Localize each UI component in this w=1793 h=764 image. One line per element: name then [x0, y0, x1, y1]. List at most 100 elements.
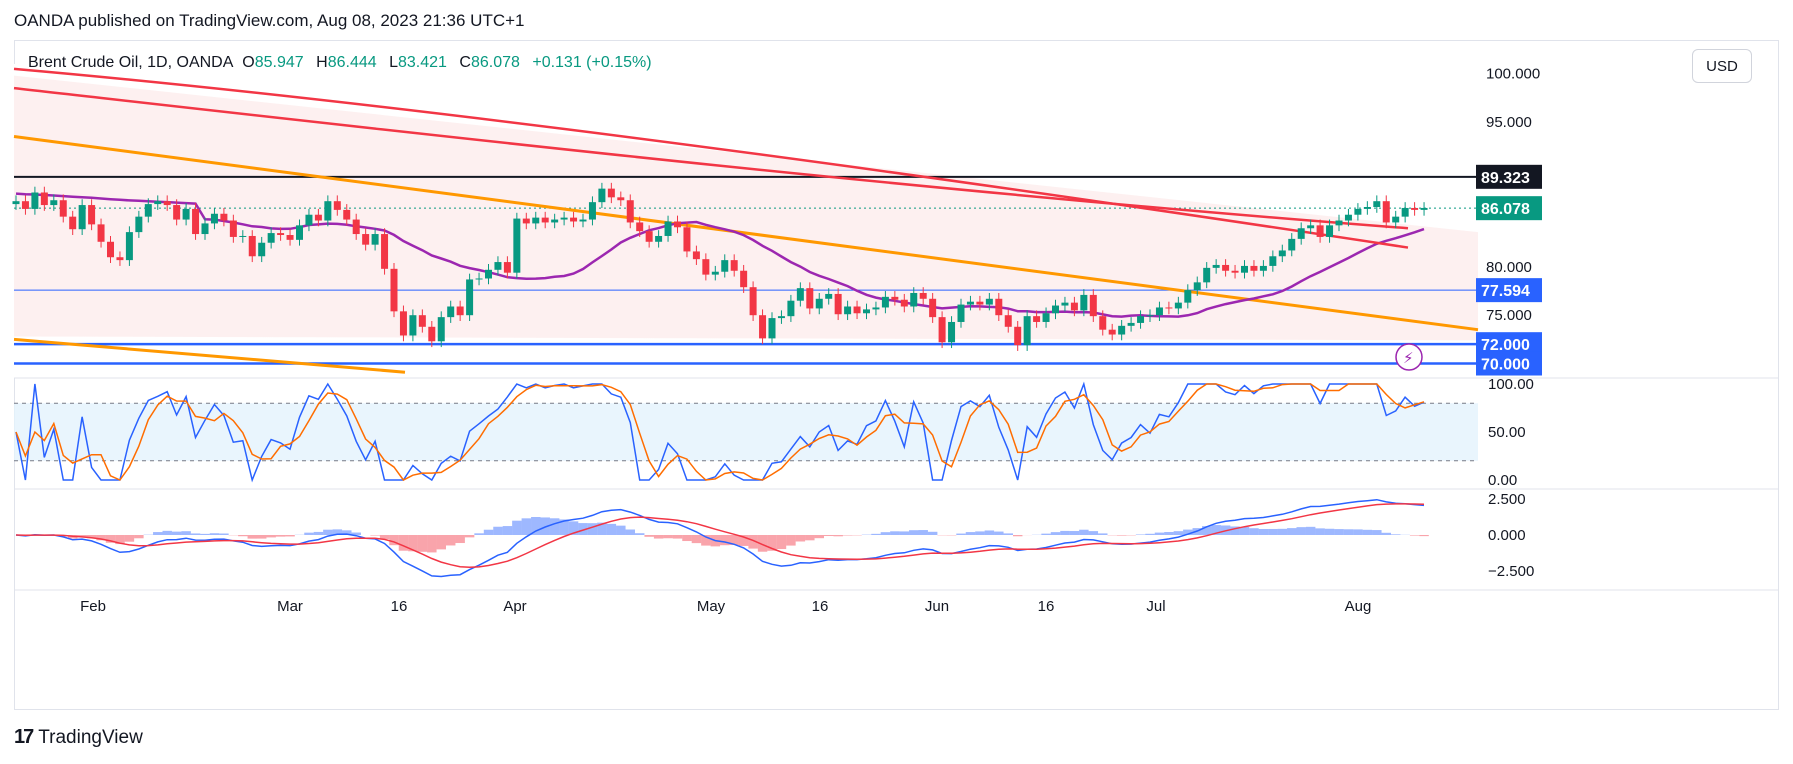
change-value: +0.131 (+0.15%) [532, 54, 652, 71]
candle-body [1184, 290, 1192, 303]
macd-histogram-bar [389, 535, 399, 546]
candle-body [598, 188, 606, 203]
candle-body [844, 306, 852, 315]
macd-histogram-bar [1296, 527, 1306, 535]
candle-body [1241, 265, 1248, 273]
candle-body [560, 217, 568, 220]
low-value: 83.421 [398, 54, 447, 71]
candle-body [1070, 302, 1078, 311]
symbol-name[interactable]: Brent Crude Oil, 1D, OANDA [28, 54, 234, 71]
macd-histogram-bar [531, 516, 541, 535]
open-value: 85.947 [254, 54, 304, 71]
alert-lightning-icon [1395, 343, 1423, 371]
candle-body [1382, 201, 1390, 223]
candle-body [740, 270, 748, 288]
macd-histogram-bar [880, 532, 891, 535]
candle-body [721, 260, 729, 272]
macd-histogram-bar [512, 520, 522, 535]
macd-histogram-bar [1041, 533, 1051, 535]
candle-body [787, 300, 795, 317]
candle-body [957, 304, 965, 322]
descending-trendline-upper [13, 134, 1479, 332]
candle-body [1203, 267, 1211, 283]
macd-histogram-bar [1419, 535, 1429, 537]
time-axis-tick: Apr [503, 598, 526, 615]
stochastic-axis-tick: 50.00 [1488, 424, 1526, 441]
candle-body [1411, 207, 1419, 210]
close-value: 86.078 [470, 54, 520, 71]
time-axis-tick: 16 [391, 598, 408, 615]
footer-brand[interactable]: 17 TradingView [14, 726, 143, 749]
macd-histogram-bar [238, 535, 248, 537]
candle-body [258, 242, 266, 257]
price-axis-label: 70.000 [1481, 357, 1530, 374]
macd-histogram-bar [266, 535, 276, 538]
candle-body [201, 223, 209, 235]
candle-body [485, 269, 492, 279]
candle-body [1108, 329, 1116, 335]
macd-histogram-bar [502, 526, 513, 535]
macd-histogram-bar [1116, 535, 1127, 536]
candle-body [1363, 206, 1371, 209]
macd-histogram-bar [975, 531, 985, 535]
candle-body [371, 234, 379, 245]
candle-body [966, 301, 974, 305]
macd-histogram-bar [1230, 526, 1240, 535]
candle-body [674, 221, 681, 228]
candle-body [144, 204, 152, 217]
candle-body [1344, 214, 1352, 221]
candle-body [1259, 265, 1267, 271]
macd-histogram-bar [559, 519, 569, 535]
candle-body [399, 311, 407, 336]
price-axis-label-box [1476, 278, 1542, 303]
macd-histogram-bar [483, 529, 494, 535]
macd-histogram-bar [1050, 532, 1061, 535]
macd-histogram-bar [1277, 528, 1288, 535]
candle-body [881, 296, 889, 308]
macd-histogram-bar [1013, 535, 1023, 537]
candle-body [494, 262, 502, 270]
time-axis-tick: 16 [812, 598, 829, 615]
high-value: 86.444 [327, 54, 377, 71]
macd-histogram-bar [909, 530, 919, 535]
candle-body [588, 202, 596, 220]
candle-body [1146, 315, 1154, 317]
candle-body [305, 214, 313, 226]
candle-body [522, 218, 530, 224]
macd-histogram-bar [701, 535, 711, 546]
macd-histogram-bar [332, 529, 343, 535]
symbol-legend[interactable]: Brent Crude Oil, 1D, OANDA O85.947 H86.4… [28, 54, 660, 72]
macd-histogram-bar [767, 535, 777, 551]
macd-histogram-bar [635, 533, 645, 535]
macd-histogram-bar [805, 535, 815, 541]
macd-histogram-bar [313, 531, 324, 535]
price-axis-label-box [1476, 196, 1542, 221]
candle-body [1401, 207, 1409, 217]
macd-histogram-bar [1249, 528, 1259, 535]
currency-button[interactable]: USD [1692, 49, 1752, 83]
candle-body [1193, 282, 1201, 291]
price-axis-label-box [1476, 351, 1542, 376]
macd-histogram-bar [691, 535, 702, 544]
candle-body [834, 293, 842, 315]
macd-histogram-bar [379, 535, 390, 540]
candle-body [409, 315, 417, 336]
macd-histogram-bar [1003, 533, 1013, 535]
candle-body [390, 268, 398, 312]
macd-histogram-bar [568, 521, 579, 535]
candle-body [655, 235, 663, 242]
candle-body [428, 326, 436, 342]
macd-histogram-bar [474, 533, 484, 535]
macd-histogram-bar [115, 535, 125, 545]
macd-histogram-bar [965, 532, 976, 535]
macd-histogram-bar [814, 535, 824, 539]
candle-body [863, 309, 870, 314]
publisher-line: OANDA published on TradingView.com, Aug … [14, 11, 525, 30]
alert-lightning-icon: ⚡ [1403, 349, 1414, 367]
macd-histogram-bar [1324, 528, 1335, 535]
candle-body [985, 298, 993, 305]
candle-body [1042, 313, 1050, 322]
macd-histogram-bar [1372, 530, 1382, 535]
macd-histogram-bar [351, 532, 361, 535]
